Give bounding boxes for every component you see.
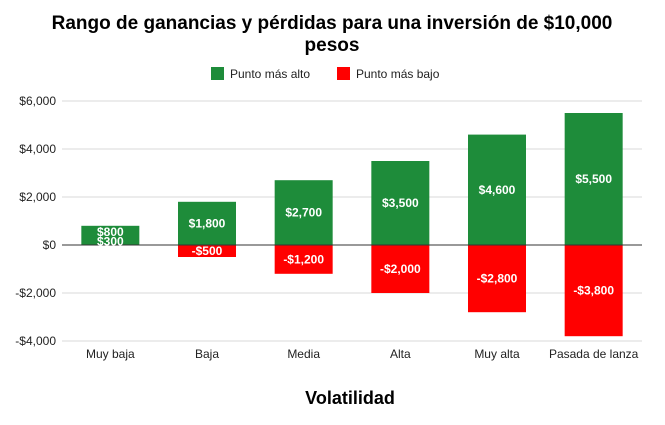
legend-label-low: Punto más bajo <box>356 67 440 81</box>
data-label-high: $5,500 <box>575 172 612 186</box>
data-label-low: -$1,200 <box>283 252 324 266</box>
y-tick-label: $0 <box>43 238 57 252</box>
gridlines <box>62 100 642 342</box>
x-tick-label: Muy baja <box>86 347 135 361</box>
bar-low <box>468 245 526 313</box>
x-axis-title: Volatilidad <box>305 388 395 408</box>
data-label-low: -$500 <box>192 244 223 258</box>
legend-swatch-high <box>211 67 224 80</box>
legend-swatch-low <box>337 67 350 80</box>
data-label-high: $1,800 <box>189 216 226 230</box>
y-tick-label: -$2,000 <box>15 286 56 300</box>
data-label-low: -$3,800 <box>573 284 614 298</box>
bar-high <box>371 161 430 245</box>
y-tick-label: -$4,000 <box>15 334 56 348</box>
data-label-high: $3,500 <box>382 196 419 210</box>
bar-high <box>274 180 333 245</box>
bar-low <box>564 245 623 337</box>
bar-labels: $800$300 $1,800 -$500 $2,700 -$1,200 $3,500 -$… <box>97 172 614 298</box>
data-label-high: $800 <box>97 225 124 239</box>
data-label-high: $4,600 <box>479 183 516 197</box>
x-tick-label: Pasada de lanza <box>549 347 639 361</box>
y-tick-label: $6,000 <box>19 94 56 108</box>
bar-low <box>371 245 430 293</box>
bar-high <box>81 225 140 245</box>
data-label-low: -$2,800 <box>477 272 518 286</box>
x-tick-label: Alta <box>390 347 411 361</box>
x-tick-label: Muy alta <box>474 347 520 361</box>
chart-title-line-1: Rango de ganancias y pérdidas para una i… <box>52 13 613 34</box>
chart-title-line-2: pesos <box>305 35 360 56</box>
x-axis: Muy baja Baja Media Alta Muy alta Pasada de l… <box>86 347 639 361</box>
bars <box>81 113 623 337</box>
bar-high <box>178 201 236 245</box>
bar-high <box>468 134 526 245</box>
legend-label-high: Punto más alto <box>230 67 310 81</box>
data-label-high: $2,700 <box>285 206 322 220</box>
legend: Punto más alto Punto más bajo <box>211 67 440 81</box>
bar-low <box>274 245 333 274</box>
bar-low <box>178 245 236 257</box>
x-tick-label: Media <box>287 347 320 361</box>
data-label-low: -$2,000 <box>380 262 421 276</box>
y-tick-label: $4,000 <box>19 142 56 156</box>
x-tick-label: Baja <box>195 347 219 361</box>
bar-high <box>564 113 623 245</box>
y-tick-label: $2,000 <box>19 190 56 204</box>
data-label-low: $300 <box>97 234 124 248</box>
y-axis: $6,000 $4,000 $2,000 $0 -$2,000 -$4,000 <box>15 94 56 348</box>
